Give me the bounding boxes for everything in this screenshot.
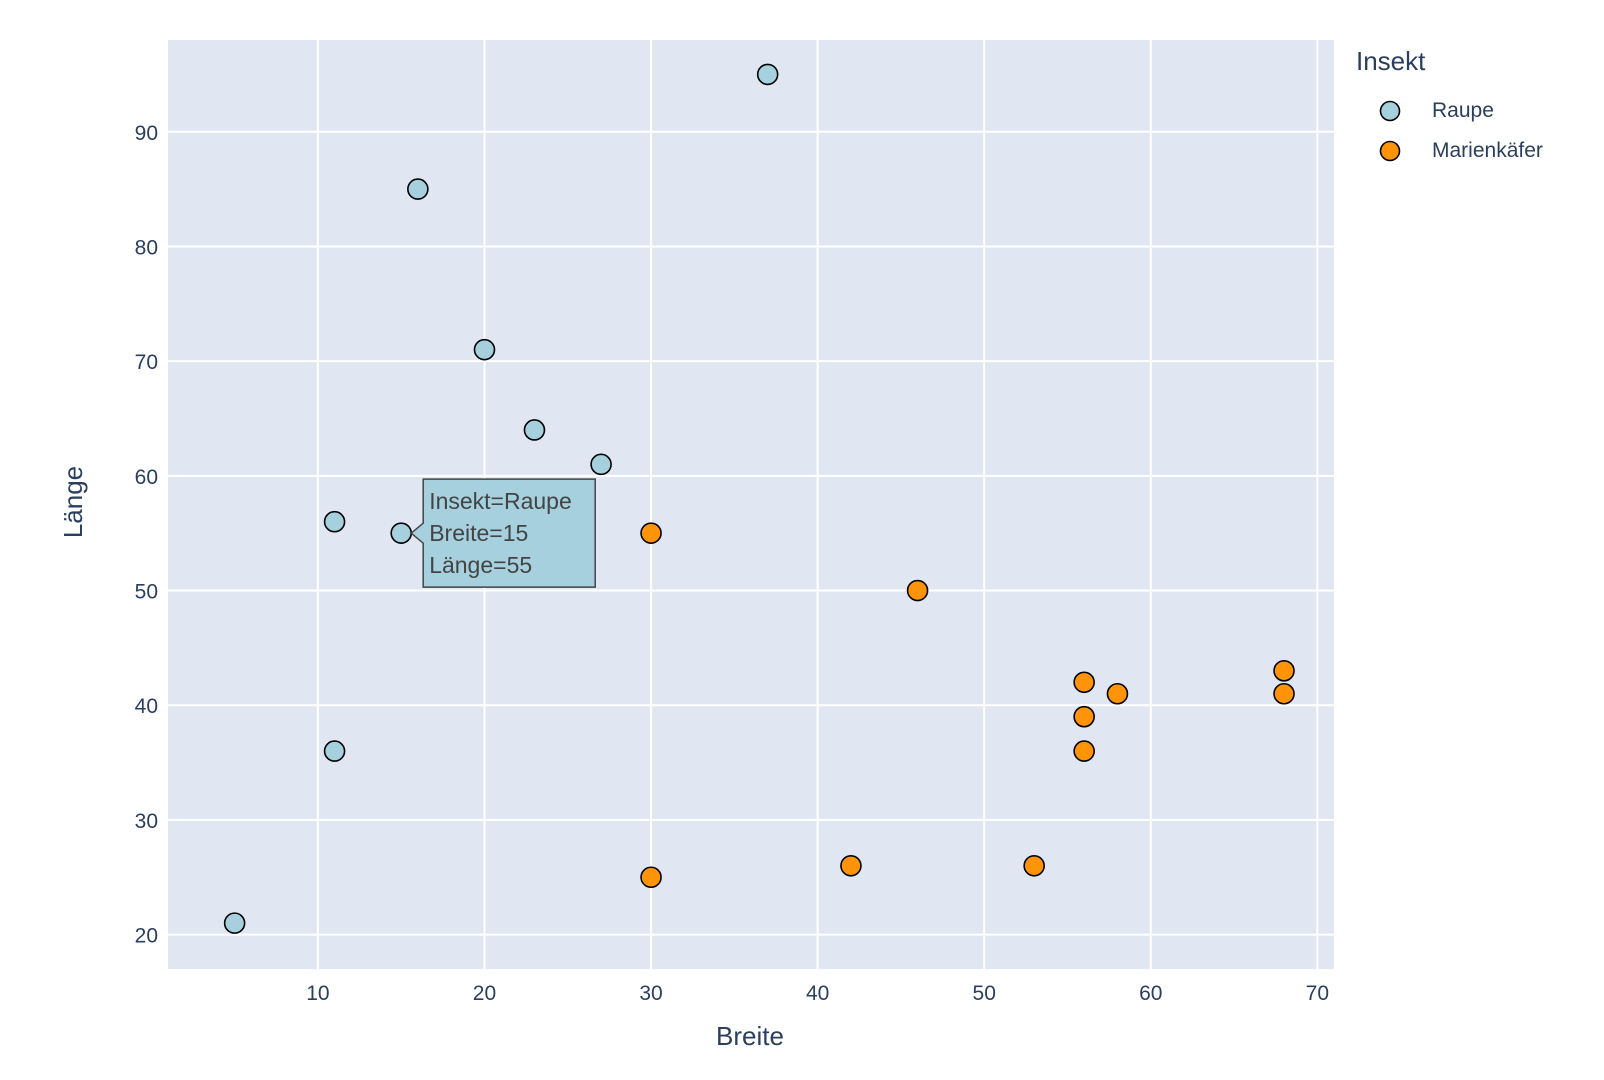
x-tick-label: 20	[473, 982, 496, 1005]
legend: Insekt Raupe Marienkäfer	[1356, 46, 1543, 171]
plot-area	[168, 40, 1334, 969]
point-marienkaefer[interactable]	[640, 522, 662, 544]
point-raupe[interactable]	[407, 178, 429, 200]
point-marienkaefer[interactable]	[1073, 705, 1095, 728]
legend-marker-marienkaefer	[1379, 140, 1401, 162]
legend-label-marienkaefer: Marienkäfer	[1432, 139, 1543, 162]
y-tick-label: 80	[135, 236, 158, 259]
x-tick-label: 50	[973, 982, 996, 1005]
point-raupe[interactable]	[590, 453, 612, 476]
legend-item-marienkaefer[interactable]: Marienkäfer	[1356, 131, 1543, 171]
x-tick-label: 30	[639, 982, 662, 1005]
tooltip-x-value: Breite=15	[429, 520, 528, 546]
y-tick-label: 40	[135, 695, 158, 718]
point-marienkaefer[interactable]	[1073, 671, 1095, 694]
data-points	[223, 63, 1295, 934]
point-marienkaefer[interactable]	[1106, 682, 1129, 705]
tooltip-y-value: Länge=55	[429, 552, 532, 578]
y-tick-label: 30	[135, 810, 158, 833]
x-axis-ticks: 10 20 30 40 50 60 70	[306, 982, 1329, 1005]
x-tick-label: 70	[1306, 982, 1329, 1005]
point-raupe[interactable]	[756, 63, 779, 86]
x-tick-label: 40	[806, 982, 829, 1005]
point-marienkaefer[interactable]	[906, 579, 929, 602]
y-tick-label: 50	[135, 581, 158, 604]
point-raupe[interactable]	[323, 510, 346, 533]
y-tick-label: 90	[135, 122, 158, 145]
y-tick-label: 70	[135, 351, 158, 374]
point-raupe[interactable]	[223, 912, 246, 934]
point-marienkaefer[interactable]	[1073, 740, 1095, 762]
x-axis-label: Breite	[716, 1021, 784, 1051]
point-marienkaefer[interactable]	[1023, 854, 1045, 877]
x-tick-label: 60	[1139, 982, 1162, 1005]
y-tick-label: 20	[135, 925, 158, 948]
point-marienkaefer[interactable]	[1273, 682, 1295, 705]
point-marienkaefer[interactable]	[640, 866, 662, 889]
point-marienkaefer[interactable]	[1273, 660, 1295, 682]
point-raupe[interactable]	[323, 740, 346, 762]
point-raupe[interactable]	[390, 522, 413, 544]
y-axis-label: Länge	[58, 466, 88, 538]
grid-lines	[168, 40, 1334, 969]
legend-title: Insekt	[1356, 46, 1426, 76]
x-tick-label: 10	[306, 982, 329, 1005]
tooltip-box	[410, 478, 596, 588]
legend-marker-raupe	[1379, 100, 1401, 122]
legend-item-raupe[interactable]: Raupe	[1356, 91, 1543, 131]
point-raupe[interactable]	[473, 338, 496, 361]
point-marienkaefer[interactable]	[840, 854, 862, 877]
hover-tooltip: Insekt=Raupe Breite=15 Länge=55	[410, 478, 596, 588]
y-axis-ticks: 20 30 40 50 60 70 80 90	[135, 122, 158, 948]
y-tick-label: 60	[135, 466, 158, 489]
legend-label-raupe: Raupe	[1432, 99, 1494, 122]
tooltip-series: Insekt=Raupe	[429, 488, 572, 514]
point-raupe[interactable]	[523, 419, 546, 441]
